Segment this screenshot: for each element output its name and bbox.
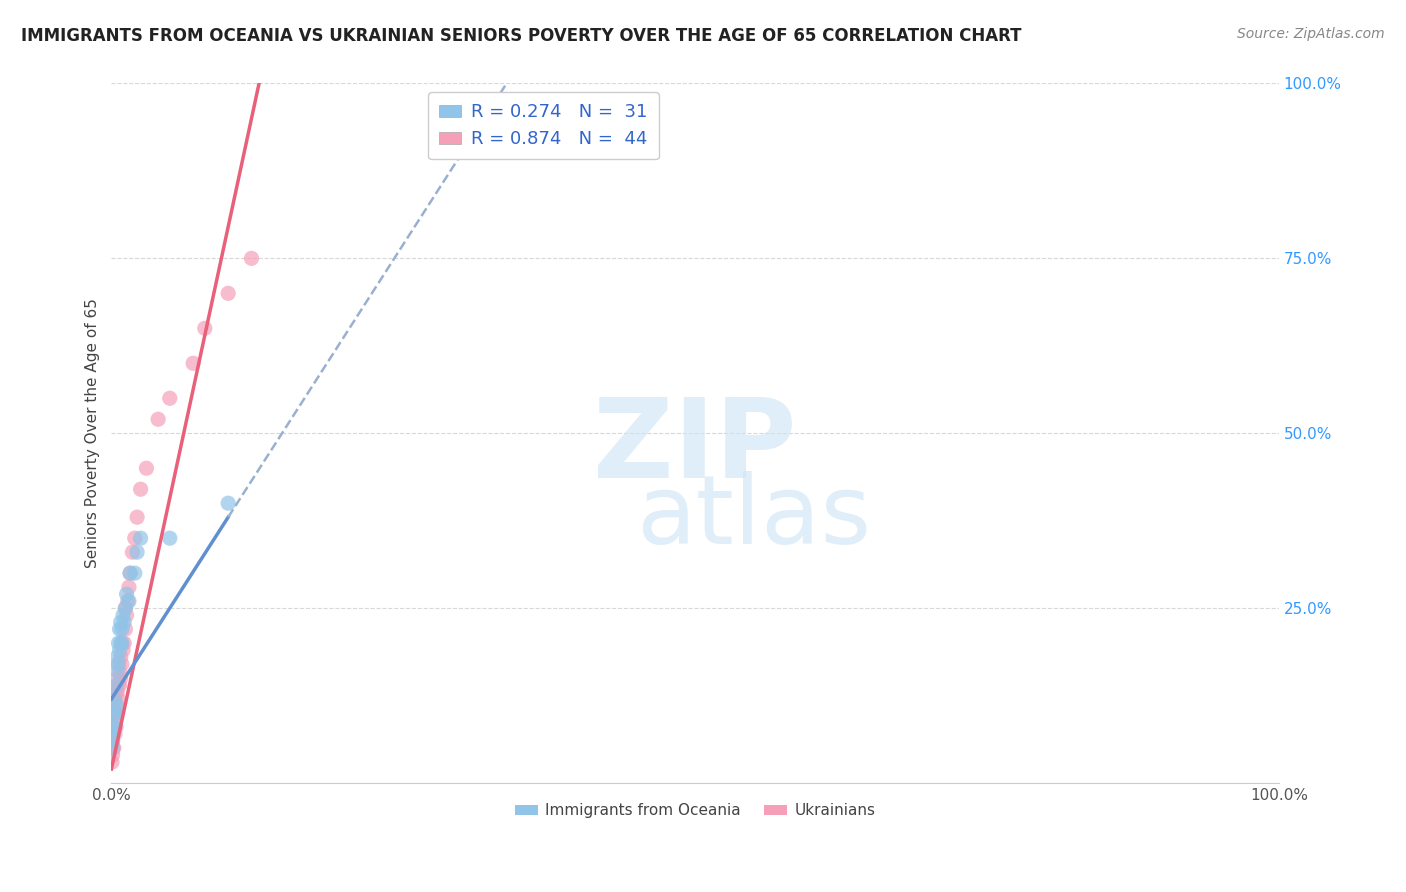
- Point: [117, 594, 139, 608]
- Point: [101, 734, 124, 748]
- Point: [127, 545, 149, 559]
- Point: [101, 741, 124, 756]
- Point: [121, 545, 143, 559]
- Point: [103, 720, 125, 734]
- Text: IMMIGRANTS FROM OCEANIA VS UKRAINIAN SENIORS POVERTY OVER THE AGE OF 65 CORRELAT: IMMIGRANTS FROM OCEANIA VS UKRAINIAN SEN…: [21, 27, 1022, 45]
- Point: [105, 664, 128, 678]
- Point: [114, 601, 136, 615]
- Y-axis label: Seniors Poverty Over the Age of 65: Seniors Poverty Over the Age of 65: [86, 298, 100, 568]
- Point: [104, 692, 127, 706]
- Point: [108, 678, 131, 692]
- Point: [101, 741, 124, 756]
- Point: [110, 615, 132, 629]
- Point: [110, 650, 132, 665]
- Point: [124, 566, 146, 581]
- Point: [104, 692, 127, 706]
- Point: [217, 496, 239, 510]
- Text: atlas: atlas: [636, 471, 872, 564]
- Point: [118, 594, 141, 608]
- Point: [107, 636, 129, 650]
- Point: [181, 356, 204, 370]
- Point: [107, 692, 129, 706]
- Point: [101, 727, 124, 741]
- Point: [115, 587, 138, 601]
- Point: [217, 286, 239, 301]
- Point: [124, 531, 146, 545]
- Point: [111, 622, 134, 636]
- Point: [194, 321, 217, 335]
- Point: [101, 755, 124, 769]
- Point: [111, 636, 134, 650]
- Point: [159, 531, 181, 545]
- Point: [104, 720, 127, 734]
- Point: [111, 636, 134, 650]
- Text: ZIP: ZIP: [593, 393, 797, 500]
- Point: [104, 713, 127, 727]
- Point: [108, 664, 131, 678]
- Point: [118, 580, 141, 594]
- Point: [111, 657, 134, 672]
- Point: [146, 412, 169, 426]
- Point: [129, 482, 152, 496]
- Point: [105, 699, 128, 714]
- Point: [105, 706, 128, 720]
- Point: [103, 706, 125, 720]
- Point: [104, 727, 127, 741]
- Text: Source: ZipAtlas.com: Source: ZipAtlas.com: [1237, 27, 1385, 41]
- Point: [101, 747, 124, 762]
- Point: [135, 461, 157, 475]
- Point: [105, 720, 128, 734]
- Point: [105, 699, 128, 714]
- Point: [107, 678, 129, 692]
- Point: [105, 650, 128, 665]
- Point: [112, 608, 135, 623]
- Legend: Immigrants from Oceania, Ukrainians: Immigrants from Oceania, Ukrainians: [509, 797, 882, 824]
- Point: [127, 510, 149, 524]
- Point: [103, 741, 125, 756]
- Point: [114, 601, 136, 615]
- Point: [240, 252, 263, 266]
- Point: [110, 636, 132, 650]
- Point: [114, 622, 136, 636]
- Point: [120, 566, 142, 581]
- Point: [129, 531, 152, 545]
- Point: [112, 615, 135, 629]
- Point: [105, 685, 128, 699]
- Point: [115, 608, 138, 623]
- Point: [103, 720, 125, 734]
- Point: [107, 657, 129, 672]
- Point: [159, 391, 181, 405]
- Point: [105, 706, 128, 720]
- Point: [101, 734, 124, 748]
- Point: [108, 622, 131, 636]
- Point: [112, 643, 135, 657]
- Point: [105, 685, 128, 699]
- Point: [108, 643, 131, 657]
- Point: [112, 636, 135, 650]
- Point: [110, 671, 132, 685]
- Point: [105, 678, 128, 692]
- Point: [120, 566, 142, 581]
- Point: [105, 671, 128, 685]
- Point: [107, 657, 129, 672]
- Point: [103, 706, 125, 720]
